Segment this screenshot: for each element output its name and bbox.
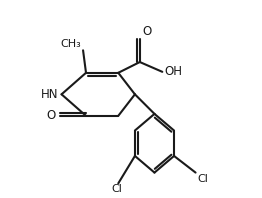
Text: Cl: Cl xyxy=(198,174,208,184)
Text: OH: OH xyxy=(164,65,182,78)
Text: O: O xyxy=(143,25,152,38)
Text: HN: HN xyxy=(41,88,59,101)
Text: Cl: Cl xyxy=(111,184,122,194)
Text: CH₃: CH₃ xyxy=(60,39,81,49)
Text: O: O xyxy=(46,109,56,122)
